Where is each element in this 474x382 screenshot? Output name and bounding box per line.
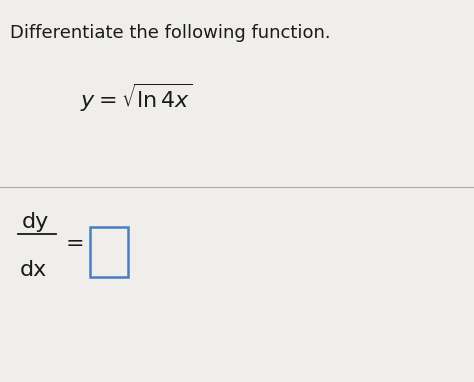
Text: =: = — [66, 234, 85, 254]
Text: dy: dy — [22, 212, 49, 232]
Text: Differentiate the following function.: Differentiate the following function. — [10, 24, 331, 42]
Text: $y = \sqrt{\ln 4x}$: $y = \sqrt{\ln 4x}$ — [80, 82, 192, 114]
Text: dx: dx — [20, 260, 47, 280]
